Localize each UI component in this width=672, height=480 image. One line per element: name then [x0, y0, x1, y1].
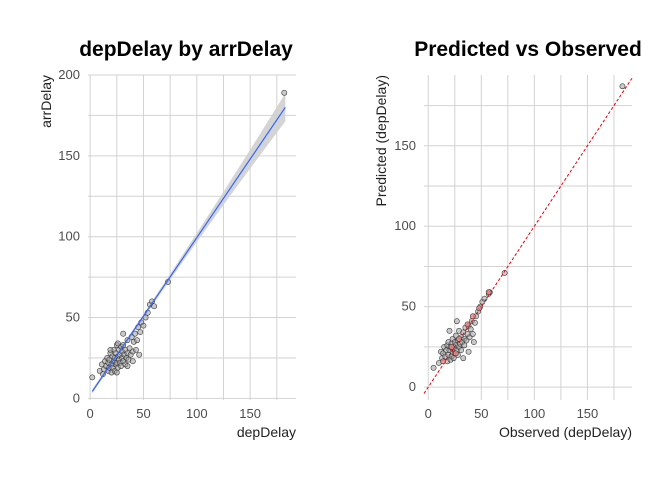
fit-line: [91, 107, 286, 392]
data-point: [113, 369, 120, 376]
left-gridlines: [88, 74, 296, 400]
y-tick-label: 100: [394, 218, 416, 233]
highlighted-point: [464, 321, 471, 328]
x-tick-label: 100: [524, 406, 546, 421]
data-point: [89, 374, 96, 381]
y-tick-label: 150: [58, 148, 80, 163]
data-point: [453, 318, 460, 325]
right-points: [430, 83, 626, 371]
right-y-axis-label: Predicted (depDelay): [373, 75, 389, 207]
data-point: [137, 329, 144, 335]
highlighted-point: [485, 289, 492, 296]
left-fit-line: [91, 107, 286, 392]
right-y-tick-labels: 0 50 100 150: [394, 138, 416, 394]
data-point: [472, 319, 478, 326]
y-tick-label: 50: [402, 299, 416, 314]
highlighted-point: [452, 350, 459, 357]
right-chart-title: Predicted vs Observed: [414, 38, 642, 61]
left-confidence-band: [92, 93, 286, 394]
highlighted-point: [448, 344, 455, 350]
y-tick-label: 150: [394, 138, 416, 153]
y-tick-label: 100: [58, 229, 80, 244]
confidence-band: [92, 93, 286, 394]
x-tick-label: 0: [425, 406, 432, 421]
highlighted-point: [469, 313, 476, 320]
data-point: [481, 295, 488, 302]
x-tick-label: 150: [577, 406, 599, 421]
left-points: [89, 89, 288, 381]
data-point: [136, 351, 143, 358]
data-point: [470, 339, 477, 345]
y-tick-label: 200: [58, 67, 80, 82]
left-y-tick-labels: 0 50 100 150 200: [58, 67, 80, 405]
right-panel: Predicted vs Observed 0 50 100 150 0 50 100 15…: [373, 38, 642, 440]
data-point: [107, 346, 114, 353]
highlighted-point: [440, 358, 447, 365]
data-point: [134, 337, 140, 344]
data-point: [140, 322, 147, 329]
right-highlighted-points: [440, 289, 492, 365]
data-point: [120, 330, 127, 337]
data-point: [460, 355, 467, 362]
data-point: [461, 342, 468, 349]
data-point: [619, 83, 626, 90]
data-point: [430, 364, 437, 371]
data-point: [151, 303, 158, 310]
right-x-axis-label: Observed (depDelay): [499, 424, 632, 440]
y-tick-label: 0: [409, 379, 416, 394]
data-point: [124, 363, 131, 369]
x-tick-label: 50: [474, 406, 488, 421]
highlighted-point: [476, 305, 483, 312]
left-x-tick-labels: 0 50 100 150: [87, 406, 261, 421]
left-panel: depDelay by arrDelay 0 50 100 150 0 50 100 150…: [38, 38, 296, 440]
left-y-axis-label: arrDelay: [38, 75, 54, 128]
data-point: [467, 326, 474, 333]
x-tick-label: 0: [87, 406, 94, 421]
x-tick-label: 100: [186, 406, 208, 421]
data-point: [469, 331, 476, 337]
data-point: [465, 348, 472, 355]
right-x-tick-labels: 0 50 100 150: [425, 406, 599, 421]
data-point: [132, 330, 138, 337]
data-point: [281, 89, 288, 96]
data-point: [133, 346, 139, 353]
data-point: [446, 327, 453, 334]
data-point: [114, 340, 121, 347]
y-tick-label: 0: [73, 390, 80, 405]
x-tick-label: 50: [136, 406, 150, 421]
data-point: [458, 347, 465, 354]
y-tick-label: 50: [66, 310, 80, 325]
data-point: [501, 269, 508, 276]
x-tick-label: 150: [239, 406, 261, 421]
left-x-axis-label: depDelay: [237, 424, 296, 440]
highlighted-point: [456, 335, 462, 342]
left-chart-title: depDelay by arrDelay: [79, 38, 293, 61]
data-point: [129, 358, 136, 365]
